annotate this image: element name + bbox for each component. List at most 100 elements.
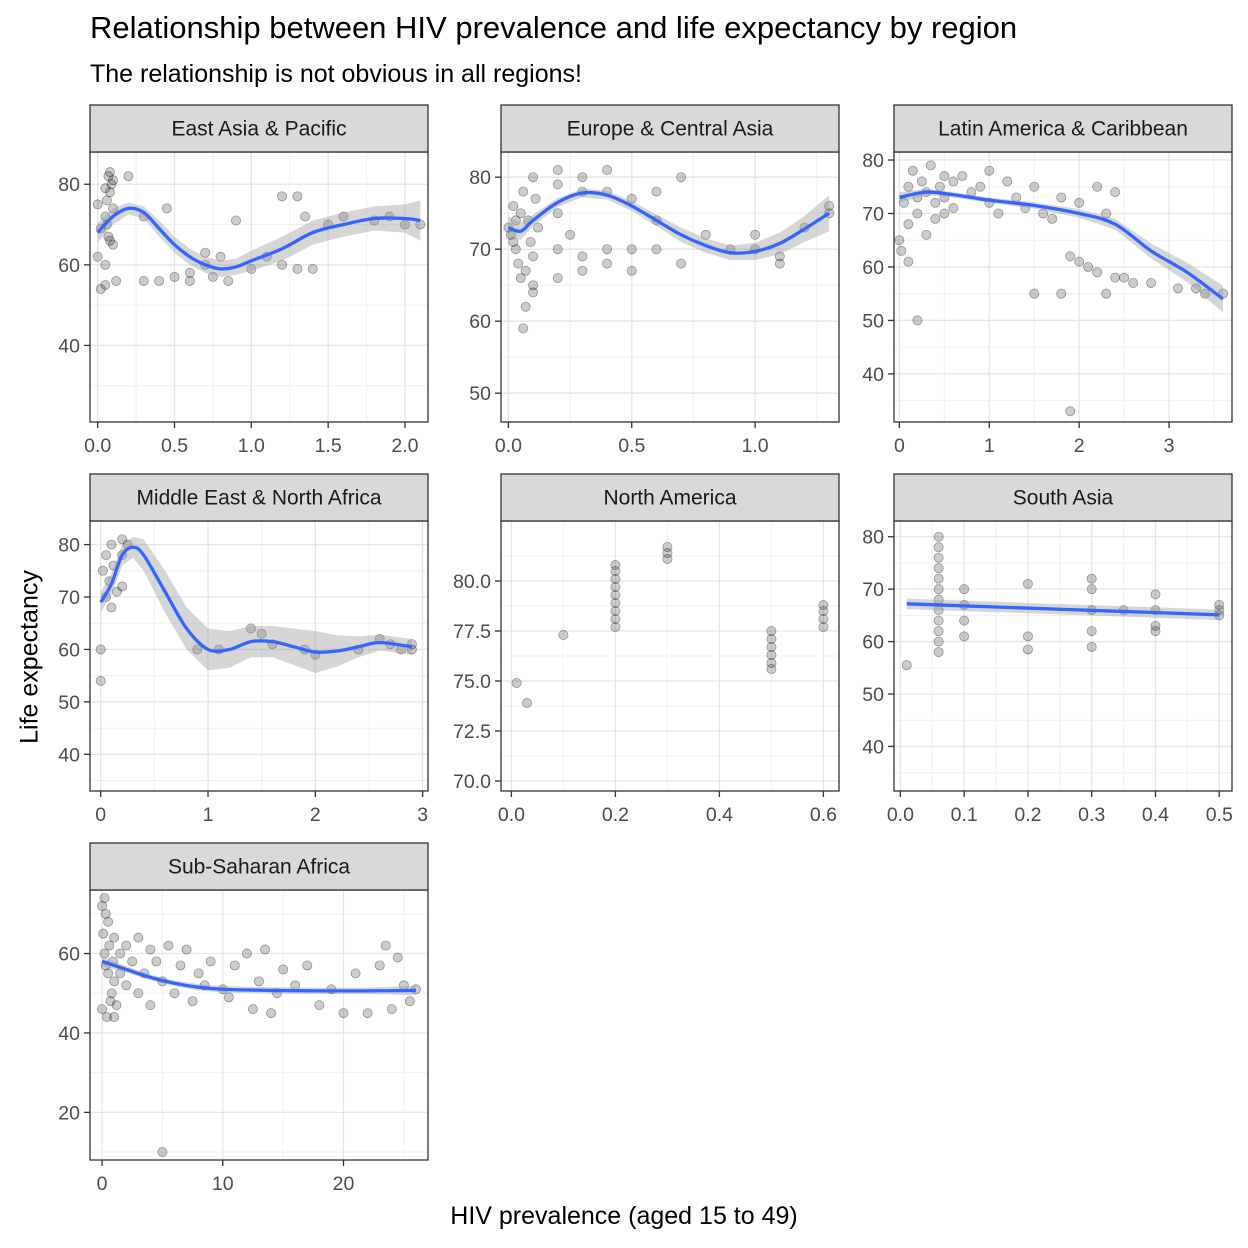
facet-panel: Latin America & Caribbean 0 1 2 3 40 50 60 70 80 <box>862 104 1233 457</box>
data-point <box>903 181 914 192</box>
data-point <box>154 275 165 286</box>
data-point <box>1086 584 1097 595</box>
data-point <box>1200 288 1211 299</box>
strip-background <box>500 473 840 522</box>
data-point <box>133 932 144 943</box>
panel-background <box>894 521 1232 791</box>
smooth-line <box>899 190 1224 301</box>
data-point <box>1002 176 1013 187</box>
data-point <box>528 287 539 298</box>
data-point <box>934 181 945 192</box>
data-point <box>207 271 218 282</box>
data-point <box>1047 213 1058 224</box>
data-point <box>1083 261 1094 272</box>
data-point <box>610 614 621 625</box>
data-point <box>933 647 944 658</box>
data-point <box>123 171 134 182</box>
data-point <box>610 590 621 601</box>
data-point <box>300 211 311 222</box>
strip-label: South Asia <box>1013 487 1114 510</box>
x-tick-label: 0 <box>95 804 106 826</box>
data-point <box>602 164 613 175</box>
data-point <box>662 554 673 565</box>
data-point <box>133 988 144 999</box>
x-tick-label: 1.0 <box>238 435 265 457</box>
data-point <box>896 245 907 256</box>
data-point <box>95 644 106 655</box>
x-tick-label: 0 <box>894 435 905 457</box>
data-point <box>508 200 519 211</box>
data-point <box>100 908 111 919</box>
strip-label: East Asia & Pacific <box>171 118 346 141</box>
data-point <box>933 636 944 647</box>
data-point <box>610 622 621 633</box>
data-point <box>930 197 941 208</box>
data-point <box>192 644 203 655</box>
data-point <box>277 259 288 270</box>
data-point <box>522 698 533 709</box>
data-point <box>103 231 114 242</box>
data-point <box>933 552 944 563</box>
data-point <box>530 193 541 204</box>
data-point <box>95 284 106 295</box>
data-point <box>766 626 777 637</box>
data-point <box>528 280 539 291</box>
data-point <box>181 944 192 955</box>
data-point <box>959 631 970 642</box>
data-point <box>1119 272 1130 283</box>
data-point <box>750 229 761 240</box>
y-tick-label: 60 <box>862 257 884 279</box>
y-tick-label: 60 <box>469 311 491 333</box>
data-point <box>903 256 914 267</box>
y-tick-label: 80 <box>469 167 491 189</box>
data-point <box>95 675 106 686</box>
confidence-band <box>97 200 421 277</box>
strip-background <box>89 104 429 153</box>
data-point <box>1074 256 1085 267</box>
data-point <box>662 548 673 559</box>
data-point <box>99 948 110 959</box>
data-point <box>101 195 112 206</box>
data-point <box>1110 187 1121 198</box>
smooth-line <box>99 545 413 654</box>
x-tick-label: 0.0 <box>887 804 914 826</box>
data-point <box>818 600 829 611</box>
y-axis-label: Life expectancy <box>15 570 44 744</box>
data-point <box>903 219 914 230</box>
data-point <box>552 244 563 255</box>
data-point <box>117 534 128 545</box>
data-point <box>1065 406 1076 417</box>
y-tick-label: 40 <box>58 1023 80 1045</box>
data-point <box>215 251 226 262</box>
data-point <box>1086 626 1097 637</box>
data-point <box>1022 631 1033 642</box>
data-point <box>993 208 1004 219</box>
strip-background <box>89 842 429 891</box>
x-tick-label: 1.5 <box>315 435 342 457</box>
data-point <box>266 1008 277 1019</box>
data-point <box>256 628 267 639</box>
data-point <box>930 213 941 224</box>
points-layer <box>894 160 1229 417</box>
data-point <box>104 235 115 246</box>
data-point <box>1150 626 1161 637</box>
data-point <box>1150 589 1161 600</box>
data-point <box>959 615 970 626</box>
points-layer <box>92 167 426 295</box>
data-point <box>626 265 637 276</box>
data-point <box>528 172 539 183</box>
x-tick-label: 3 <box>1164 435 1175 457</box>
data-point <box>260 944 271 955</box>
chart-title: Relationship between HIV prevalence and … <box>90 10 1018 45</box>
data-point <box>184 275 195 286</box>
data-point <box>1056 288 1067 299</box>
data-point <box>1086 573 1097 584</box>
data-point <box>513 258 524 269</box>
y-tick-label: 50 <box>469 383 491 405</box>
data-point <box>151 956 162 967</box>
confidence-band <box>100 536 412 674</box>
data-point <box>912 208 923 219</box>
data-point <box>766 634 777 645</box>
data-point <box>676 172 687 183</box>
